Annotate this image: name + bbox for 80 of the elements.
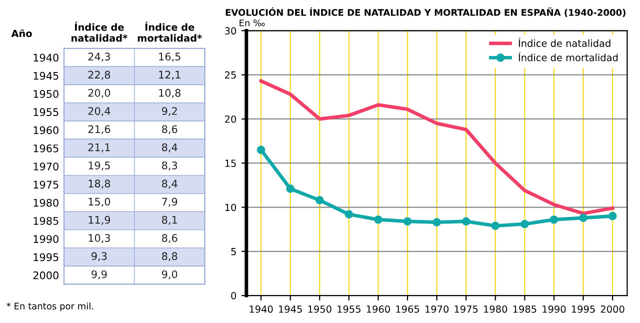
data-label: 16,5: [159, 52, 180, 62]
data-label: 19,5: [88, 161, 110, 170]
x-tick-label: Índice de natalidad*: [72, 22, 128, 42]
y-tick-label: 10: [225, 204, 236, 212]
x-tick-label: 1960: [366, 305, 390, 313]
data-label: 7,9: [162, 198, 178, 207]
y-tick-label: 20: [225, 115, 236, 123]
chart-title: EVOLUCIÓN DEL ÍNDICE DE NATALIDAD Y MORTALIDAD EN ESPAÑA (1940-2000): [226, 7, 626, 17]
x-tick-label: 1945: [279, 305, 302, 313]
point: [374, 215, 382, 224]
y-tick-label: 5: [231, 248, 236, 256]
x-tick-label: Índice de mortalidad*: [138, 22, 202, 42]
y-tick-label: 1950: [34, 90, 58, 98]
x-tick-label: 2000: [600, 305, 624, 313]
x-tick-label: 1985: [513, 305, 536, 313]
y-tick-label: 1940: [34, 54, 58, 62]
legend-label: Índice de natalidad: [518, 38, 610, 47]
y-tick-label: 30: [225, 27, 236, 35]
data-label: 9,9: [92, 270, 107, 280]
data-label: 8,4: [162, 180, 178, 189]
x-tick-label: 1965: [396, 305, 420, 313]
y-tick-label: 2000: [33, 271, 58, 280]
x-tick-label: 1970: [425, 305, 449, 313]
y-tick-label: 1980: [34, 198, 58, 207]
data-label: 18,8: [88, 180, 110, 189]
point: [286, 184, 295, 193]
y-tick-label: 1960: [34, 126, 58, 134]
data-label: 11,9: [88, 216, 110, 225]
data-label: 9,3: [92, 252, 107, 262]
y-tick-label: 25: [225, 71, 236, 79]
data-label: 8,8: [162, 252, 178, 262]
y-tick-label: 0: [231, 292, 236, 300]
y-tick-label: 1975: [34, 180, 58, 189]
point: [579, 214, 588, 222]
point: [432, 218, 441, 226]
data-label: 10,8: [159, 88, 180, 98]
point: [256, 146, 266, 154]
y-tick-label: 1985: [34, 216, 58, 225]
legend-label: Índice de mortalidad: [518, 52, 618, 62]
data-label: 10,3: [88, 234, 110, 243]
x-tick-label: 1950: [308, 305, 332, 313]
point: [462, 217, 470, 226]
y-axis-title: En ‰: [240, 19, 265, 26]
point: [520, 220, 529, 228]
data-label: 20,0: [88, 88, 110, 98]
point: [403, 217, 412, 226]
data-label: 12,1: [159, 70, 180, 80]
data-label: 9,2: [162, 107, 177, 116]
point: [608, 212, 617, 220]
y-tick-label: 1990: [34, 235, 58, 243]
data-label: 8,3: [162, 161, 178, 170]
text: * En tantos por mil.: [6, 302, 94, 312]
y-tick-label: 1970: [34, 162, 58, 170]
y-tick-label: 1945: [34, 72, 58, 80]
data-label: 9,0: [162, 270, 178, 280]
data-label: 15,0: [88, 198, 110, 207]
data-label: 8,4: [162, 143, 178, 152]
point: [315, 196, 324, 204]
data-label: 20,4: [88, 107, 110, 116]
y-tick-label: 1965: [34, 144, 58, 152]
x-tick-label: 1975: [454, 305, 478, 313]
data-label: 8,6: [162, 125, 178, 134]
point: [491, 222, 500, 230]
y-axis-title: Año: [11, 29, 32, 38]
y-tick-label: 1995: [34, 253, 58, 262]
x-tick-label: 1955: [338, 305, 360, 313]
data-label: 21,1: [88, 143, 110, 152]
x-tick-label: 1995: [572, 305, 595, 313]
y-tick-label: 1955: [34, 108, 58, 116]
x-tick-label: 1990: [542, 305, 566, 313]
x-tick-label: 1940: [250, 305, 273, 313]
data-label: 22,8: [88, 70, 110, 80]
data-label: 8,1: [162, 216, 177, 225]
data-label: 21,6: [88, 125, 110, 134]
y-tick-label: 15: [225, 160, 236, 167]
point: [344, 210, 354, 218]
data-label: 8,6: [162, 234, 178, 243]
point: [550, 215, 558, 224]
x-tick-label: 1980: [484, 305, 508, 313]
data-label: 24,3: [88, 52, 110, 62]
